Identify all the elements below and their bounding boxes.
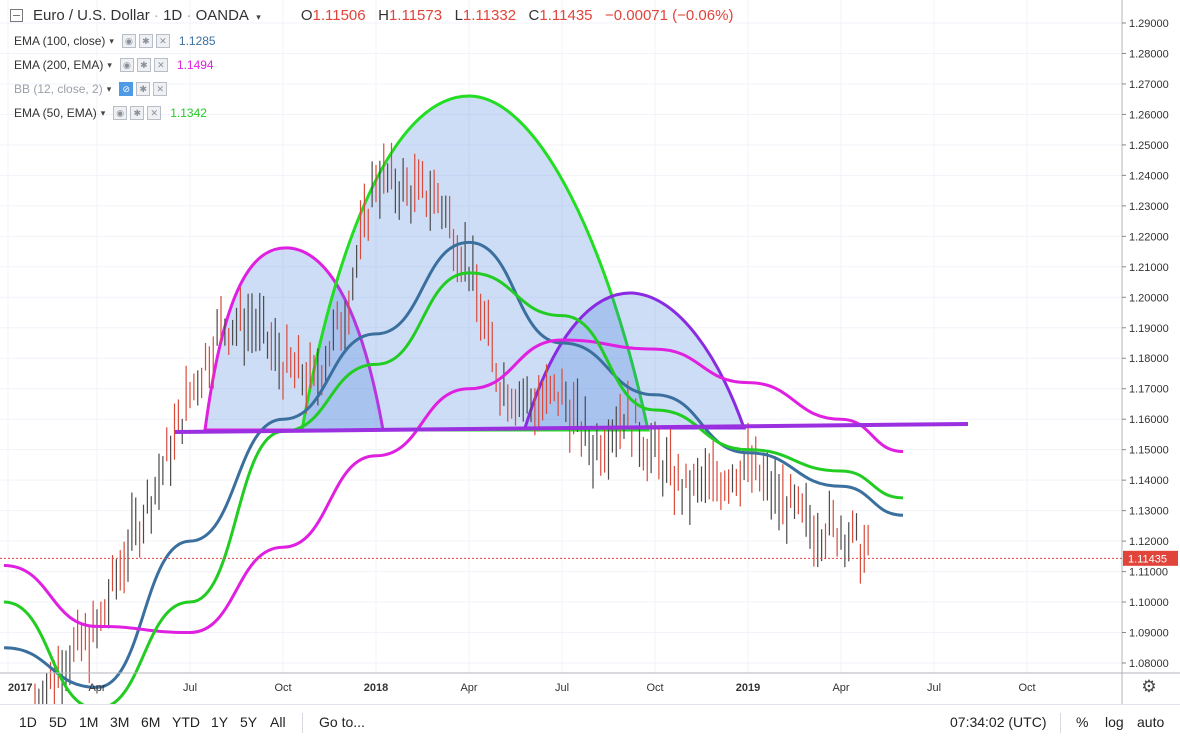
y-tick-label: 1.12000 [1129,536,1169,548]
x-tick-label: Jul [183,682,197,694]
gear-icon[interactable]: ✱ [138,34,153,48]
neckline [174,422,969,434]
bottom-toolbar: 1D 5D 1M 3M 6M YTD 1Y 5Y All Go to... 07… [0,704,1180,741]
clock-readout[interactable]: 07:34:02 (UTC) [950,714,1047,730]
y-tick-label: 1.16000 [1129,414,1169,426]
x-tick-label: Apr [832,682,849,694]
x-tick-label: Jul [555,682,569,694]
x-tick-label: 2017 [8,682,32,694]
range-3m[interactable]: 3M [110,714,130,730]
x-tick-label: Apr [460,682,477,694]
grid [0,0,1122,673]
time-axis[interactable]: 2017 Apr Jul Oct 2018 Apr Jul Oct 2019 Apr Jul Oct [8,682,1036,694]
range-1y[interactable]: 1Y [211,714,229,730]
y-tick-label: 1.21000 [1129,262,1169,274]
collapse-icon[interactable] [10,8,23,22]
chart-header: Euro / U.S. Dollar · 1D · OANDA ▾ O1.115… [0,4,743,26]
x-tick-label: Apr [88,682,105,694]
range-all[interactable]: All [270,714,286,730]
range-6m[interactable]: 6M [141,714,161,730]
gear-icon[interactable]: ✱ [130,106,145,120]
y-tick-label: 1.28000 [1129,48,1169,60]
x-tick-label: 2018 [364,682,388,694]
chevron-down-icon[interactable]: ▾ [256,11,261,22]
indicator-ema50[interactable]: EMA (50, EMA) ▾ ◉ ✱ ✕ 1.1342 [14,106,207,120]
y-tick-label: 1.15000 [1129,445,1169,457]
price-axis[interactable]: 1.29000 1.28000 1.27000 1.26000 1.25000 1.240… [1122,18,1169,670]
close-icon[interactable]: ✕ [153,82,168,96]
range-1m[interactable]: 1M [79,714,99,730]
y-tick-label: 1.20000 [1129,292,1169,304]
current-price-badge [1123,550,1178,566]
divider [1060,713,1061,733]
chevron-down-icon[interactable]: ▾ [109,35,114,46]
settings-icon[interactable]: ⚙ [1141,677,1157,696]
chevron-down-icon[interactable]: ▾ [107,59,112,70]
close-icon[interactable]: ✕ [147,106,162,120]
y-tick-label: 1.11000 [1129,567,1168,579]
eye-off-icon[interactable]: ⊘ [119,82,134,96]
x-tick-label: Oct [1018,682,1035,694]
ema-lines [3,240,904,704]
chevron-down-icon[interactable]: ▾ [106,83,112,94]
close-icon[interactable]: ✕ [155,34,170,48]
arc-drawing [300,94,650,432]
auto-toggle[interactable]: auto [1137,714,1165,730]
y-tick-label: 1.19000 [1129,323,1169,335]
range-1d[interactable]: 1D [19,714,37,730]
indicator-bb[interactable]: BB (12, close, 2) ▾ ⊘ ✱ ✕ [14,80,176,98]
y-tick-label: 1.29000 [1129,18,1169,30]
range-5d[interactable]: 5D [49,714,67,730]
gear-icon[interactable]: ✱ [136,58,151,72]
y-tick-label: 1.27000 [1129,79,1169,91]
y-tick-label: 1.10000 [1129,597,1169,609]
chevron-down-icon[interactable]: ▾ [100,107,106,118]
range-ytd[interactable]: YTD [172,714,200,730]
indicator-ema100[interactable]: EMA (100, close) ▾ ◉ ✱ ✕ 1.1285 [14,34,216,48]
y-tick-label: 1.17000 [1129,384,1169,396]
eye-icon[interactable]: ◉ [119,58,134,72]
y-tick-label: 1.09000 [1129,628,1169,640]
percent-toggle[interactable]: % [1076,714,1089,730]
ema-200-line [3,338,904,635]
y-tick-label: 1.23000 [1129,201,1169,213]
y-tick-label: 1.25000 [1129,140,1169,152]
y-tick-label: 1.24000 [1129,170,1169,182]
divider [302,713,303,733]
gear-icon[interactable]: ✱ [136,82,151,96]
y-tick-label: 1.22000 [1129,231,1169,243]
indicator-ema200[interactable]: EMA (200, EMA) ▾ ◉ ✱ ✕ 1.1494 [14,58,214,72]
y-tick-label: 1.13000 [1129,506,1169,518]
x-tick-label: Oct [646,682,663,694]
x-tick-label: Jul [927,682,941,694]
ema-50-line [3,271,904,704]
log-toggle[interactable]: log [1105,714,1124,730]
drawings [203,94,747,432]
ohlc-readout: O1.11506 H1.11573 L1.11332 C1.11435 −0.0… [300,6,734,24]
current-price-label: 1.11435 [1128,553,1167,565]
y-tick-label: 1.08000 [1129,658,1169,670]
price-chart[interactable]: 1.29000 1.28000 1.27000 1.26000 1.25000 1.240… [0,0,1180,704]
x-tick-label: 2019 [736,682,760,694]
goto-button[interactable]: Go to... [319,714,365,730]
eye-icon[interactable]: ◉ [113,106,128,120]
symbol-title[interactable]: Euro / U.S. Dollar · 1D · OANDA ▾ [33,6,261,24]
eye-icon[interactable]: ◉ [121,34,136,48]
ema-100-line [3,240,904,689]
x-tick-label: Oct [274,682,291,694]
y-tick-label: 1.26000 [1129,109,1169,121]
range-5y[interactable]: 5Y [240,714,258,730]
y-tick-label: 1.18000 [1129,353,1169,365]
close-icon[interactable]: ✕ [153,58,168,72]
neckline-drawing [174,422,969,434]
y-tick-label: 1.14000 [1129,475,1169,487]
